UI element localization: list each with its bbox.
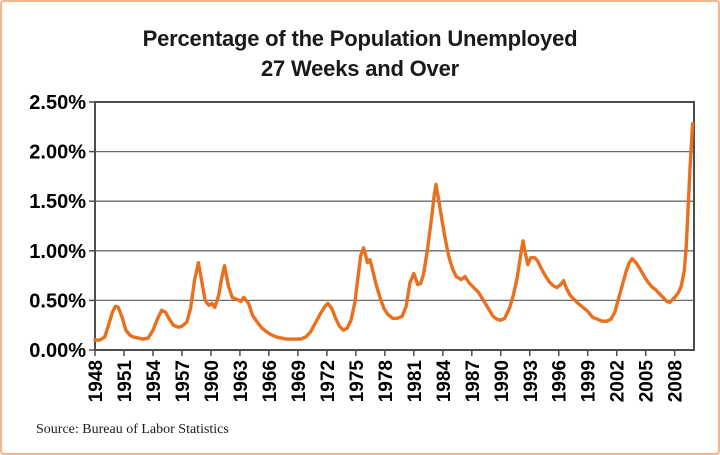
plot-border: [94, 101, 695, 351]
y-tick-label: 2.50%: [29, 92, 86, 114]
x-tick-label: 1963: [231, 360, 252, 402]
x-tick-label: 1954: [144, 360, 165, 403]
x-tick-label: 1978: [376, 360, 397, 402]
x-tick-label: 1969: [289, 360, 310, 402]
x-tick-label: 1975: [347, 360, 368, 403]
x-tick-label: 1972: [318, 360, 339, 402]
x-tick-label: 1984: [434, 360, 455, 403]
x-tick-label: 1948: [86, 360, 107, 402]
chart-title-block: Percentage of the Population Unemployed …: [2, 24, 718, 84]
x-tick-label: 1987: [463, 360, 484, 402]
x-tick-label: 1957: [173, 360, 194, 402]
x-tick-label: 1993: [521, 360, 542, 402]
x-tick-label: 1981: [405, 360, 426, 403]
chart-title: Percentage of the Population Unemployed: [142, 26, 578, 51]
y-tick-label: 0.50%: [29, 290, 86, 312]
chart-subtitle: 27 Weeks and Over: [261, 56, 459, 81]
y-tick-label: 2.00%: [29, 142, 86, 164]
x-tick-label: 1966: [260, 360, 281, 402]
x-tick-label: 2002: [608, 360, 629, 402]
x-tick-label: 1960: [202, 360, 223, 402]
x-tick-label: 1990: [492, 360, 513, 402]
x-tick-label: 2008: [666, 360, 687, 402]
x-tick-label: 1999: [579, 360, 600, 402]
source-note: Source: Bureau of Labor Statistics: [36, 422, 229, 437]
y-tick-label: 0.00%: [29, 340, 86, 362]
x-tick-label: 1951: [115, 360, 136, 403]
y-tick-label: 1.50%: [29, 191, 86, 213]
y-tick-label: 1.00%: [29, 241, 86, 263]
x-tick-label: 2005: [637, 360, 658, 403]
x-tick-label: 1996: [550, 360, 571, 402]
data-line: [93, 122, 695, 342]
